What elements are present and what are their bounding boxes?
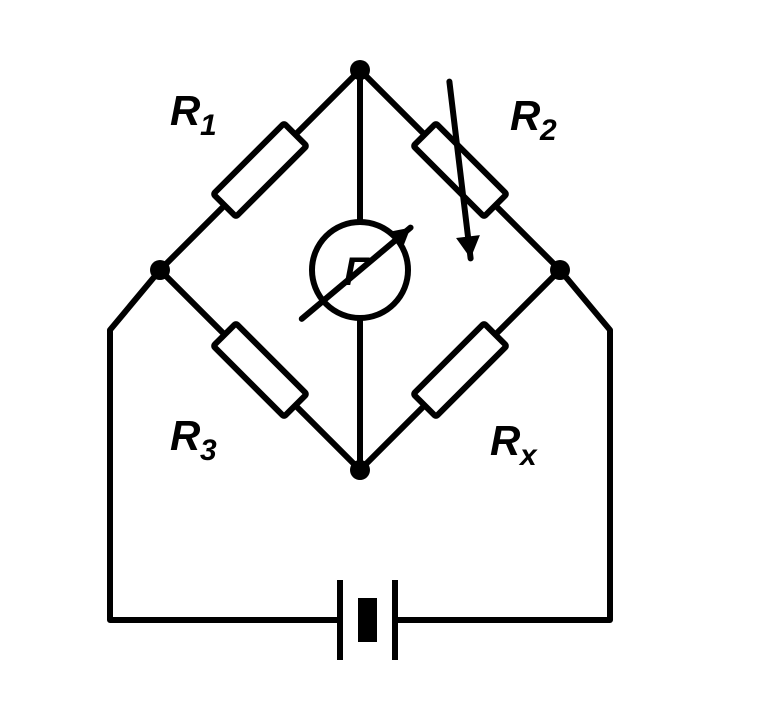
wire-R1-a <box>295 70 360 135</box>
node-right <box>550 260 570 280</box>
label-R3: R <box>170 412 201 459</box>
resistor-Rx <box>413 323 506 416</box>
wire-R2-b <box>495 205 560 270</box>
wire-Rx-b <box>360 405 425 470</box>
node-left <box>150 260 170 280</box>
label-Rx-sub: x <box>518 439 538 472</box>
wire-R3-b <box>295 405 360 470</box>
label-R1-sub: 1 <box>200 109 217 142</box>
label-R2: R <box>510 92 541 139</box>
galvanometer-letter: Γ <box>344 250 370 294</box>
battery-short-plate-right <box>363 598 377 642</box>
label-R2-sub: 2 <box>539 114 557 147</box>
wheatstone-bridge-diagram: R1R2R3RxΓ <box>0 0 767 713</box>
wire-R1-b <box>160 205 225 270</box>
label-R3-sub: 3 <box>200 434 217 467</box>
wire-outer-left <box>110 270 340 620</box>
resistor-R1 <box>213 123 306 216</box>
wire-R2-a <box>360 70 425 135</box>
wire-R3-a <box>160 270 225 335</box>
node-bottom <box>350 460 370 480</box>
label-R1: R <box>170 87 201 134</box>
node-top <box>350 60 370 80</box>
label-Rx: R <box>490 417 521 464</box>
wire-Rx-a <box>495 270 560 335</box>
resistor-R3 <box>213 323 306 416</box>
